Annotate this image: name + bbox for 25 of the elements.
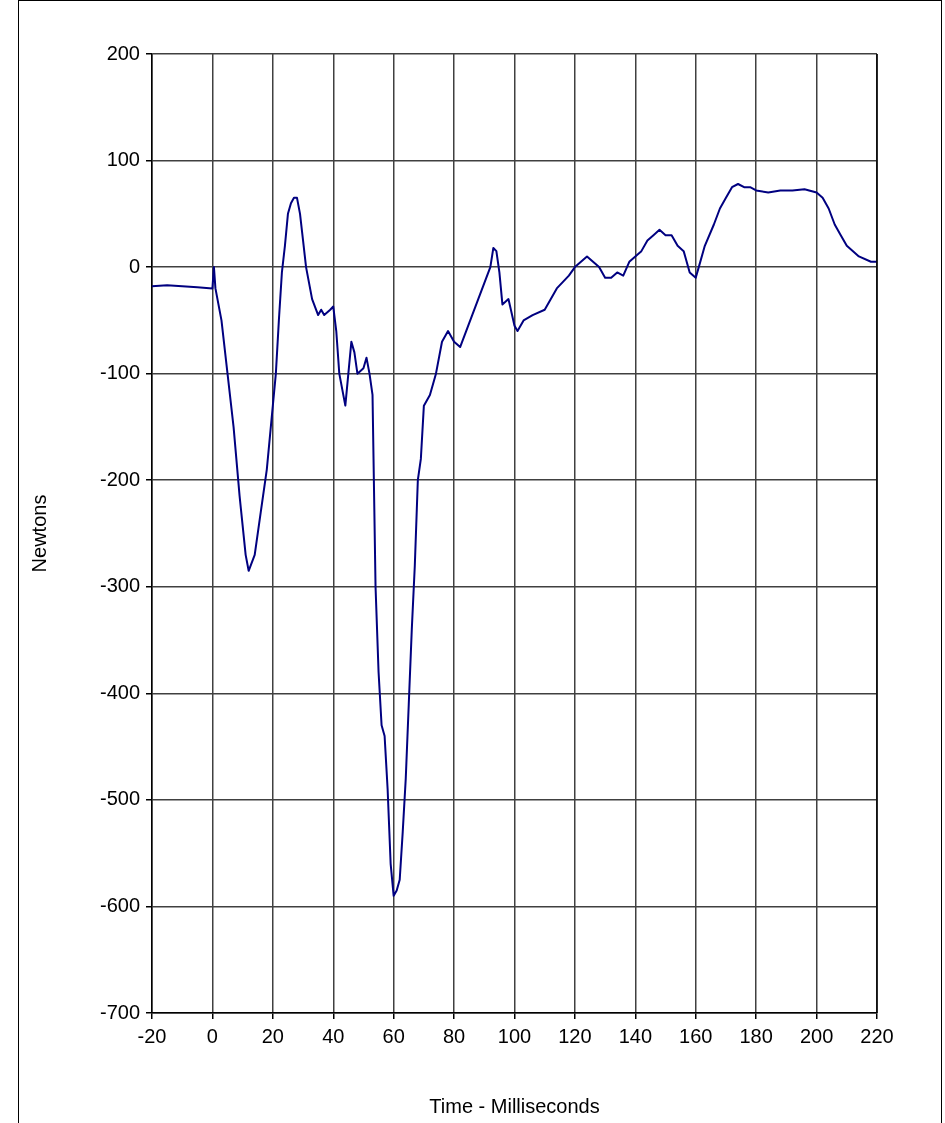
y-tick-label: -700 — [99, 1000, 140, 1023]
y-tick-label: 200 — [106, 41, 140, 64]
y-tick-label: -200 — [99, 467, 140, 490]
x-tick-label: 220 — [860, 1024, 894, 1047]
x-tick-label: 180 — [739, 1024, 773, 1047]
x-tick-label: 40 — [322, 1024, 345, 1047]
x-tick-label: 160 — [679, 1024, 713, 1047]
x-tick-label: 100 — [497, 1024, 532, 1047]
x-tick-label: 0 — [206, 1024, 218, 1047]
x-tick-label: 200 — [799, 1024, 834, 1047]
y-tick-label: -500 — [99, 787, 140, 810]
y-tick-label: 100 — [106, 148, 140, 171]
x-tick-label: 140 — [618, 1024, 653, 1047]
x-tick-label: 80 — [442, 1024, 466, 1047]
y-tick-label: -300 — [99, 574, 140, 597]
x-tick-label: -20 — [137, 1024, 167, 1047]
y-tick-label: 0 — [128, 254, 140, 277]
x-tick-label: 60 — [382, 1024, 405, 1047]
y-tick-label: -100 — [99, 361, 140, 384]
y-tick-label: -400 — [99, 680, 140, 703]
x-tick-label: 120 — [558, 1024, 592, 1047]
y-axis-title: Newtons — [27, 494, 50, 573]
x-axis-title: Time - Milliseconds — [429, 1094, 600, 1117]
y-tick-label: -600 — [99, 893, 140, 916]
x-tick-label: 20 — [261, 1024, 284, 1047]
